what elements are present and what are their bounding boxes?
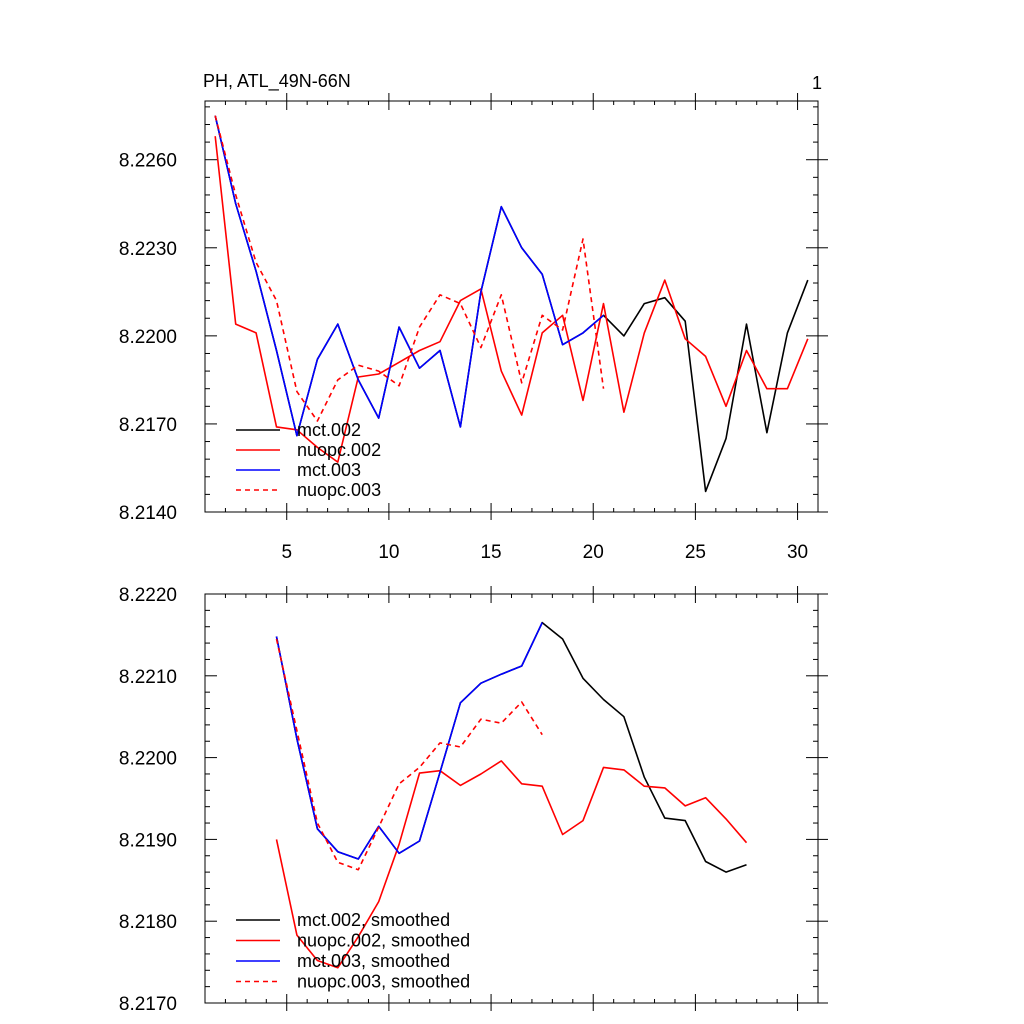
legend-label: nuopc.002 xyxy=(297,440,381,460)
legend-label: mct.002 xyxy=(297,420,361,440)
y-tick-label: 8.2260 xyxy=(119,151,177,172)
legend-label: mct.003, smoothed xyxy=(297,951,450,971)
series-line-mct-003-smoothed xyxy=(275,622,543,860)
y-tick-label: 8.2230 xyxy=(119,239,177,260)
series-line-nuopc-002-smoothed xyxy=(275,760,748,969)
series-line-nuopc-002 xyxy=(214,136,809,463)
series-line-nuopc-003 xyxy=(214,115,605,422)
y-tick-label: 8.2180 xyxy=(119,912,177,933)
x-tick-label: 25 xyxy=(685,542,706,563)
y-tick-label: 8.2200 xyxy=(119,749,177,770)
x-tick-label: 20 xyxy=(583,542,604,563)
y-tick-label: 8.2170 xyxy=(119,415,177,436)
chart-panel-1: 5 10 15 20 25 30 8.2140 8.2170 8.2200 8.2230 8.226… xyxy=(119,71,828,563)
panel-label: 1 xyxy=(812,73,822,93)
x-tick-label: 30 xyxy=(787,542,808,563)
y-tick-label: 8.2200 xyxy=(119,327,177,348)
legend-label: nuopc.003, smoothed xyxy=(297,972,470,992)
y-tick-label: 8.2140 xyxy=(119,503,177,524)
legend-label: nuopc.003 xyxy=(297,480,381,500)
series-line-mct-002-smoothed xyxy=(275,621,747,873)
y-tick-label: 8.2170 xyxy=(119,994,177,1015)
x-tick-label: 5 xyxy=(281,542,292,563)
x-tick-label: 10 xyxy=(378,542,399,563)
series-line-mct-003 xyxy=(214,115,605,437)
x-tick-label: 15 xyxy=(480,542,501,563)
legend-label: mct.003 xyxy=(297,460,361,480)
y-tick-label: 8.2190 xyxy=(119,830,177,851)
legend-label: nuopc.002, smoothed xyxy=(297,931,470,951)
y-tick-label: 8.2220 xyxy=(119,585,177,606)
legend-label: mct.002, smoothed xyxy=(297,910,450,930)
chart-title: PH, ATL_49N-66N xyxy=(203,71,351,92)
series-line-nuopc-003-smoothed xyxy=(275,638,543,871)
y-tick-label: 8.2210 xyxy=(119,667,177,688)
chart-panel-2: 8.2170 8.2180 8.2190 8.2200 8.2210 8.2220 mct.… xyxy=(119,585,828,1015)
